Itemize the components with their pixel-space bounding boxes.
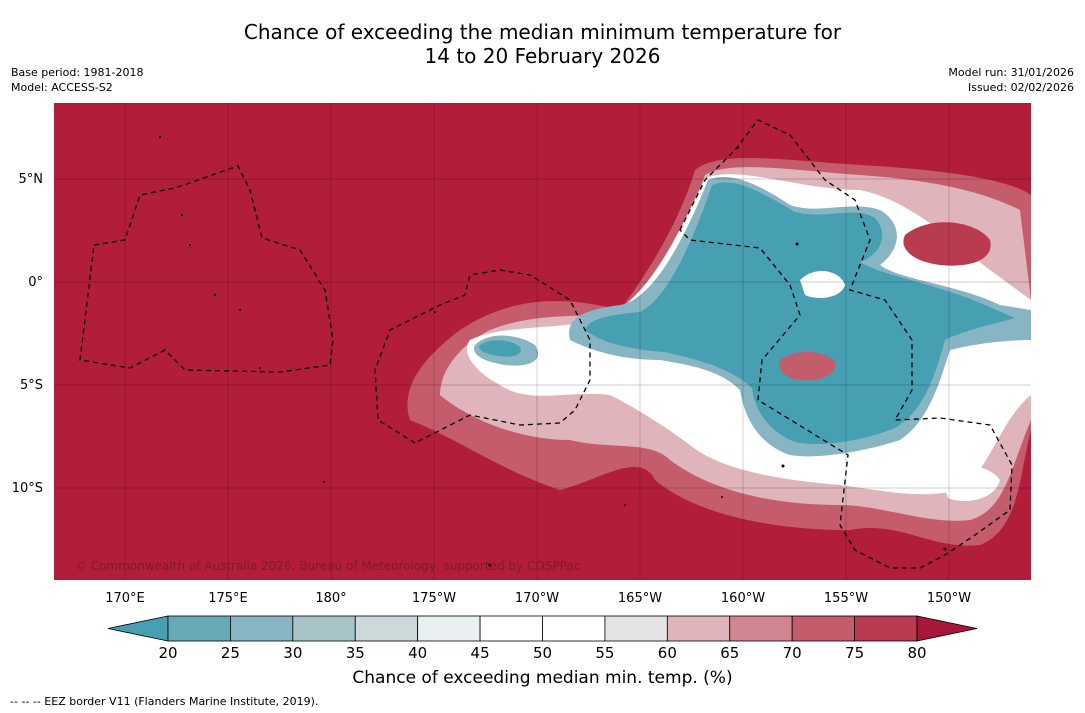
anomaly-field: [407, 158, 1031, 546]
model-name: Model: ACCESS-S2: [11, 81, 113, 94]
copyright-text: © Commonwealth of Australia 2026, Bureau…: [75, 559, 580, 573]
lon-label: 180°: [315, 591, 346, 606]
neutral-patch-south: [940, 465, 1000, 501]
lon-label: 150°W: [927, 591, 971, 606]
islands: [158, 135, 947, 567]
meta-left: Base period: 1981-2018 Model: ACCESS-S2: [11, 65, 143, 95]
lat-label: 10°S: [12, 481, 43, 496]
colorbar-segment: [167, 615, 231, 642]
colorbar-segment: [729, 615, 793, 642]
lon-label: 155°W: [824, 591, 868, 606]
lat-label: 0°: [28, 275, 43, 290]
colorbar-arrow-high: [916, 615, 978, 642]
colorbar-tick-label: 20: [158, 644, 177, 662]
colorbar-segment: [230, 615, 294, 642]
title-line-1: Chance of exceeding the median minimum t…: [243, 20, 842, 44]
colorbar-segment: [479, 615, 543, 642]
colorbar-tick-label: 40: [408, 644, 427, 662]
lat-label: 5°S: [20, 378, 43, 393]
map-area: © Commonwealth of Australia 2026, Bureau…: [54, 103, 1031, 580]
colorbar-tick-label: 80: [907, 644, 926, 662]
neutral-patch: [800, 270, 845, 298]
eez-tokelau: [374, 269, 591, 444]
lon-label: 175°W: [412, 591, 456, 606]
colorbar-segment: [542, 615, 606, 642]
colorbar-tick-label: 30: [283, 644, 302, 662]
colorbar-ticks: 20 25 30 35 40 45 50 55 60 65 70 75 80: [158, 644, 926, 662]
graticule: [54, 103, 1031, 580]
colorbar-tick-label: 60: [658, 644, 677, 662]
lon-label: 170°E: [105, 591, 145, 606]
title-line-2: 14 to 20 February 2026: [424, 44, 661, 68]
latitude-labels: 5°N 0° 5°S 10°S: [12, 172, 43, 496]
colorbar-label: Chance of exceeding median min. temp. (%…: [352, 668, 733, 688]
colorbar-tick-label: 50: [533, 644, 552, 662]
issued-date: Issued: 02/02/2026: [967, 81, 1074, 94]
lat-label: 5°N: [19, 172, 44, 187]
colorbar-tick-label: 35: [346, 644, 365, 662]
colorbar-segment: [292, 615, 356, 642]
longitude-labels: 170°E 175°E 180° 175°W 170°W 165°W 160°W 155°W 1…: [105, 591, 971, 606]
map-title: Chance of exceeding the median minimum t…: [0, 20, 1085, 68]
lon-label: 170°W: [515, 591, 559, 606]
warm-pocket-center: [779, 351, 836, 381]
model-run: Model run: 31/01/2026: [948, 66, 1074, 79]
colorbar-tick-label: 55: [595, 644, 614, 662]
colorbar-segment: [854, 615, 918, 642]
colorbar-tick-label: 45: [471, 644, 490, 662]
colorbar-segment: [666, 615, 731, 642]
lon-label: 160°W: [721, 591, 765, 606]
warm-pocket-east: [903, 222, 991, 266]
lon-label: 165°W: [618, 591, 662, 606]
eez-line-islands: [679, 119, 1013, 569]
base-period: Base period: 1981-2018: [11, 66, 144, 79]
meta-right: Model run: 31/01/2026 Issued: 02/02/2026: [948, 65, 1074, 95]
colorbar-segment: [791, 615, 855, 642]
colorbar: [107, 615, 978, 642]
footer-note: -- -- -- EEZ border V11 (Flanders Marine…: [10, 695, 319, 708]
colorbar-tick-label: 75: [845, 644, 864, 662]
eez-gilbert: [79, 165, 334, 373]
colorbar-arrow-low: [107, 615, 169, 642]
lon-label: 175°E: [208, 591, 248, 606]
colorbar-segment: [417, 615, 481, 642]
cool-core-west: [479, 340, 521, 357]
colorbar-tick-label: 70: [783, 644, 802, 662]
colorbar-tick-label: 65: [720, 644, 739, 662]
eez-borders: [79, 119, 1013, 569]
colorbar-segment: [354, 615, 419, 642]
colorbar-segment: [604, 615, 668, 642]
colorbar-tick-label: 25: [221, 644, 240, 662]
